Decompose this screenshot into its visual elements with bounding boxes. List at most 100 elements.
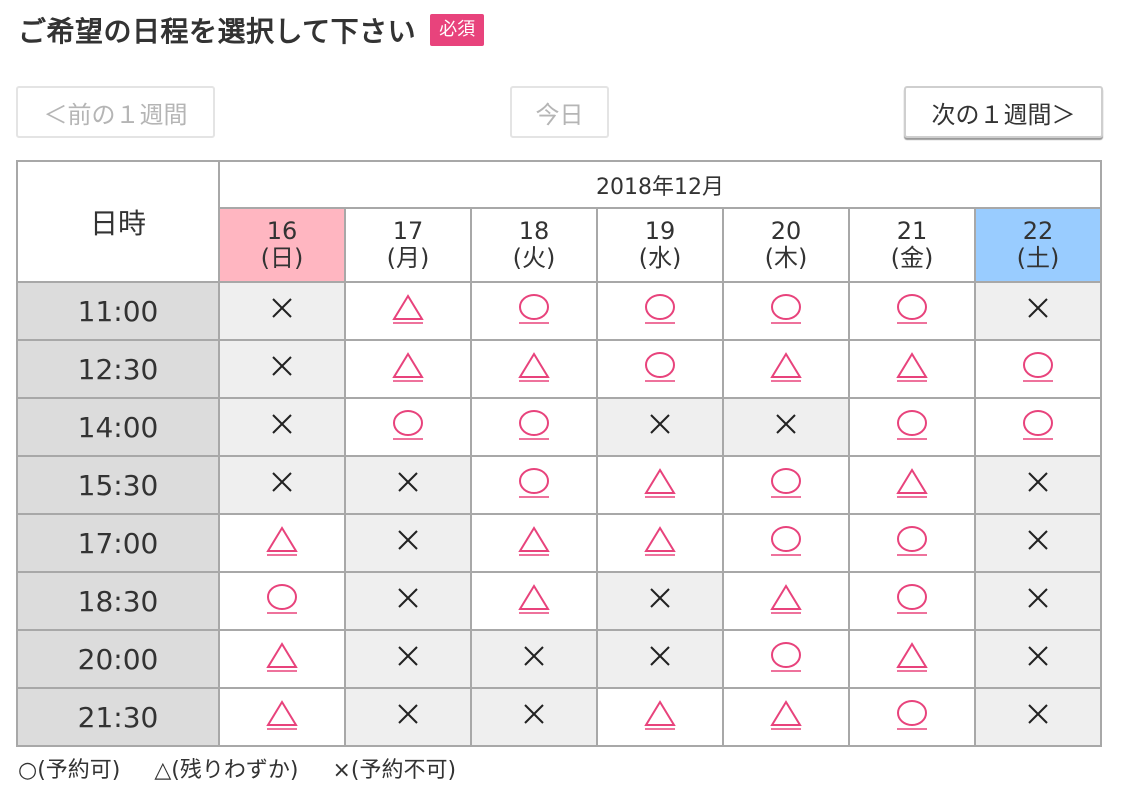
time-slot[interactable]: [470, 455, 598, 515]
time-label: 21:30: [16, 687, 220, 747]
datetime-header: 日時: [16, 160, 220, 283]
time-slot[interactable]: [596, 339, 724, 399]
time-slot[interactable]: [974, 397, 1102, 457]
time-slot[interactable]: [344, 397, 472, 457]
time-slot[interactable]: [596, 687, 724, 747]
cross-unavailable-icon: [643, 583, 677, 615]
time-slot[interactable]: [722, 455, 850, 515]
triangle-few-left-icon[interactable]: [895, 467, 929, 499]
triangle-few-left-icon[interactable]: [517, 525, 551, 557]
day-weekday: (土): [1016, 244, 1060, 272]
time-slot: [344, 629, 472, 689]
time-slot[interactable]: [596, 513, 724, 573]
triangle-few-left-icon[interactable]: [643, 699, 677, 731]
circle-available-icon[interactable]: [517, 467, 551, 499]
time-slot[interactable]: [470, 571, 598, 631]
next-week-button[interactable]: 次の１週間＞: [904, 86, 1103, 138]
time-slot[interactable]: [470, 281, 598, 341]
circle-available-icon[interactable]: [895, 525, 929, 557]
time-slot[interactable]: [344, 339, 472, 399]
prev-week-button[interactable]: ＜前の１週間: [16, 86, 215, 138]
time-slot[interactable]: [722, 571, 850, 631]
triangle-few-left-icon[interactable]: [643, 467, 677, 499]
time-label: 14:00: [16, 397, 220, 457]
day-date: 20: [770, 217, 802, 245]
circle-available-icon[interactable]: [769, 467, 803, 499]
circle-available-icon[interactable]: [769, 293, 803, 325]
time-slot[interactable]: [344, 281, 472, 341]
time-slot[interactable]: [722, 687, 850, 747]
triangle-few-left-icon[interactable]: [265, 699, 299, 731]
time-slot: [344, 513, 472, 573]
circle-available-icon[interactable]: [1021, 409, 1055, 441]
triangle-few-left-icon[interactable]: [895, 351, 929, 383]
time-slot: [470, 687, 598, 747]
triangle-few-left-icon[interactable]: [769, 699, 803, 731]
time-slot[interactable]: [848, 397, 976, 457]
time-slot[interactable]: [722, 629, 850, 689]
triangle-few-left-icon[interactable]: [517, 351, 551, 383]
circle-available-icon[interactable]: [769, 525, 803, 557]
circle-available-icon[interactable]: [1021, 351, 1055, 383]
circle-available-icon[interactable]: [895, 409, 929, 441]
time-slot[interactable]: [722, 281, 850, 341]
triangle-few-left-icon[interactable]: [265, 641, 299, 673]
cross-unavailable-icon: [391, 525, 425, 557]
triangle-few-left-icon[interactable]: [895, 641, 929, 673]
time-row: 12:30: [16, 339, 1102, 399]
circle-available-icon[interactable]: [517, 409, 551, 441]
time-slot[interactable]: [218, 513, 346, 573]
time-row: 15:30: [16, 455, 1102, 515]
schedule-body: 11:00 12:30 14:00 15:30 17:00 18:30 20:00 21:30: [16, 281, 1102, 747]
circle-available-icon[interactable]: [895, 293, 929, 325]
triangle-few-left-icon[interactable]: [517, 583, 551, 615]
day-weekday: (火): [512, 244, 556, 272]
time-slot[interactable]: [722, 339, 850, 399]
time-slot[interactable]: [722, 513, 850, 573]
time-slot[interactable]: [596, 281, 724, 341]
day-header: 17 (月): [344, 207, 472, 283]
cross-unavailable-icon: [643, 641, 677, 673]
cross-unavailable-icon: [1021, 699, 1055, 731]
day-date: 21: [896, 217, 928, 245]
today-button[interactable]: 今日: [510, 86, 609, 138]
time-slot[interactable]: [218, 629, 346, 689]
circle-available-icon[interactable]: [895, 583, 929, 615]
circle-available-icon[interactable]: [769, 641, 803, 673]
triangle-few-left-icon[interactable]: [265, 525, 299, 557]
time-label: 11:00: [16, 281, 220, 341]
month-label: 2018年12月: [218, 160, 1102, 209]
time-slot[interactable]: [848, 571, 976, 631]
circle-available-icon[interactable]: [391, 409, 425, 441]
triangle-few-left-icon[interactable]: [391, 351, 425, 383]
time-slot[interactable]: [848, 455, 976, 515]
time-slot[interactable]: [596, 455, 724, 515]
time-slot[interactable]: [848, 629, 976, 689]
time-slot[interactable]: [974, 339, 1102, 399]
time-row: 17:00: [16, 513, 1102, 573]
time-slot[interactable]: [470, 397, 598, 457]
time-slot: [974, 455, 1102, 515]
time-row: 14:00: [16, 397, 1102, 457]
circle-available-icon[interactable]: [895, 699, 929, 731]
time-slot[interactable]: [848, 281, 976, 341]
time-slot[interactable]: [848, 687, 976, 747]
circle-available-icon[interactable]: [517, 293, 551, 325]
circle-available-icon[interactable]: [643, 351, 677, 383]
day-weekday: (日): [260, 244, 304, 272]
day-date: 19: [644, 217, 676, 245]
time-slot[interactable]: [218, 687, 346, 747]
time-slot[interactable]: [470, 339, 598, 399]
time-slot[interactable]: [848, 339, 976, 399]
cross-unavailable-icon: [1021, 583, 1055, 615]
triangle-few-left-icon[interactable]: [769, 583, 803, 615]
triangle-few-left-icon[interactable]: [769, 351, 803, 383]
circle-available-icon[interactable]: [265, 583, 299, 615]
triangle-few-left-icon[interactable]: [391, 293, 425, 325]
time-slot[interactable]: [218, 571, 346, 631]
time-slot[interactable]: [848, 513, 976, 573]
circle-available-icon[interactable]: [643, 293, 677, 325]
time-slot[interactable]: [470, 513, 598, 573]
time-label: 20:00: [16, 629, 220, 689]
triangle-few-left-icon[interactable]: [643, 525, 677, 557]
